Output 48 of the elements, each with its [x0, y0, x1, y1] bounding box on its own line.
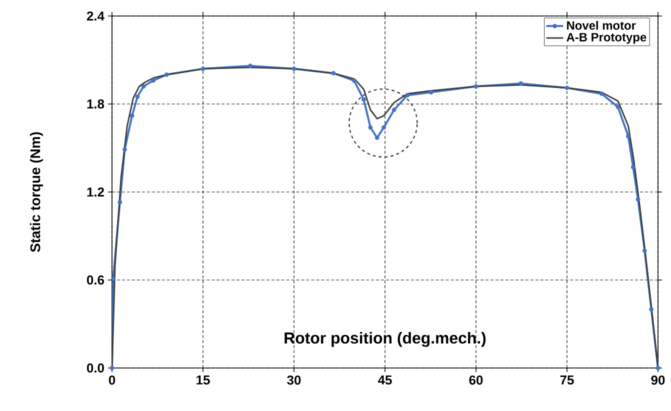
y-tick-label: 0.6	[86, 275, 104, 285]
legend-label: A-B Prototype	[566, 33, 646, 44]
point	[331, 71, 336, 76]
point	[382, 125, 386, 130]
x-tick-label: 75	[560, 376, 574, 385]
point	[374, 136, 380, 140]
point	[164, 72, 169, 77]
x-tick-label: 15	[196, 376, 210, 385]
point	[110, 366, 114, 370]
point	[392, 108, 396, 112]
x-tick-label: 45	[378, 376, 392, 385]
point	[564, 86, 570, 90]
point	[642, 248, 647, 253]
point	[428, 90, 434, 94]
point	[352, 78, 356, 83]
y-tick-label: 1.2	[87, 187, 104, 197]
point	[636, 197, 640, 202]
point	[630, 164, 636, 170]
x-tick-label: 60	[469, 376, 483, 385]
point	[362, 97, 366, 102]
point	[141, 84, 146, 89]
point	[474, 84, 478, 89]
x-tick-label: 90	[651, 376, 665, 385]
y-tick-label: 0.0	[86, 363, 104, 373]
y-tick-label: 2.4	[86, 11, 104, 21]
x-tick-label: 0	[108, 376, 116, 385]
x-tick-label: 30	[287, 376, 301, 385]
point	[518, 81, 524, 86]
point	[111, 276, 116, 281]
point	[649, 307, 654, 312]
x-axis-title: Rotor position (deg.mech.)	[284, 332, 486, 347]
point	[292, 66, 296, 71]
point	[135, 94, 140, 99]
point	[405, 93, 410, 98]
y-axis-title: Static torque (Nm)	[30, 132, 43, 252]
point	[200, 66, 206, 71]
legend-label: Novel motor	[567, 20, 636, 30]
point	[626, 134, 630, 138]
point	[656, 366, 660, 370]
point	[151, 78, 156, 83]
y-tick-label: 1.8	[87, 99, 104, 109]
point	[616, 104, 620, 110]
point	[118, 200, 122, 204]
point	[368, 125, 373, 130]
point	[248, 64, 253, 68]
point	[130, 114, 134, 118]
point	[599, 92, 604, 96]
point	[122, 147, 127, 152]
